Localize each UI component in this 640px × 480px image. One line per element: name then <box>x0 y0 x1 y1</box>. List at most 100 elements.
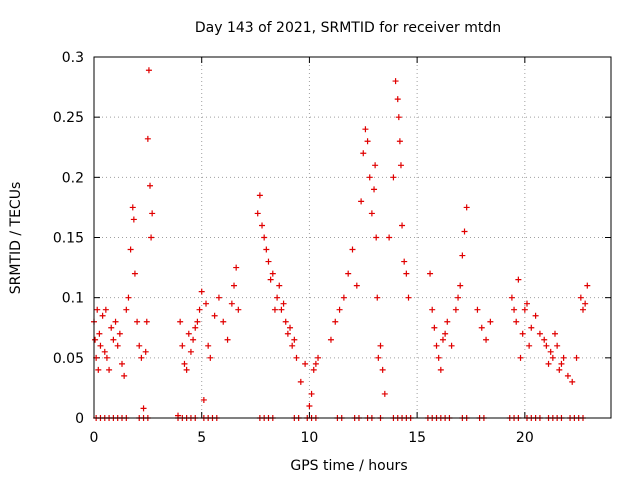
data-point <box>282 318 289 325</box>
data-point <box>297 378 304 385</box>
data-point <box>179 342 186 349</box>
data-point <box>265 258 272 265</box>
data-point <box>276 282 283 289</box>
data-point <box>528 324 535 331</box>
data-point <box>556 366 563 373</box>
data-point <box>392 78 399 85</box>
data-point <box>200 396 207 403</box>
data-point <box>289 342 296 349</box>
data-point <box>474 306 481 313</box>
data-point <box>399 222 406 229</box>
data-point <box>461 228 468 235</box>
data-point <box>261 234 268 241</box>
data-point <box>487 318 494 325</box>
data-point <box>123 306 130 313</box>
data-point <box>332 318 339 325</box>
data-point <box>396 138 403 145</box>
grid-lines <box>94 57 611 418</box>
data-point <box>360 150 367 157</box>
data-points <box>91 67 591 421</box>
x-tick-label: 15 <box>408 430 426 446</box>
data-point <box>532 312 539 319</box>
data-point <box>435 354 442 361</box>
data-point <box>256 192 263 199</box>
data-point <box>121 372 128 379</box>
data-point <box>228 300 235 307</box>
data-point <box>427 270 434 277</box>
data-point <box>127 246 134 253</box>
data-point <box>521 306 528 313</box>
data-point <box>353 282 360 289</box>
data-point <box>452 306 459 313</box>
data-point <box>523 300 530 307</box>
data-point <box>145 67 152 74</box>
data-point <box>183 366 190 373</box>
data-point <box>541 336 548 343</box>
data-point <box>211 312 218 319</box>
data-point <box>549 354 556 361</box>
data-point <box>185 330 192 337</box>
data-point <box>144 135 151 142</box>
data-point <box>254 210 261 217</box>
data-point <box>312 360 319 367</box>
data-point <box>315 354 322 361</box>
data-point <box>233 264 240 271</box>
data-point <box>143 318 150 325</box>
data-point <box>433 342 440 349</box>
data-point <box>140 405 147 412</box>
data-point <box>280 300 287 307</box>
data-point <box>142 348 149 355</box>
data-point <box>577 294 584 301</box>
data-point <box>196 306 203 313</box>
data-point <box>220 318 227 325</box>
data-point <box>431 324 438 331</box>
data-point <box>114 342 121 349</box>
data-point <box>235 306 242 313</box>
data-point <box>95 366 102 373</box>
data-point <box>269 270 276 277</box>
data-point <box>368 210 375 217</box>
data-point <box>545 360 552 367</box>
data-point <box>444 318 451 325</box>
data-point <box>519 330 526 337</box>
data-point <box>194 318 201 325</box>
data-point <box>439 336 446 343</box>
data-point <box>457 282 464 289</box>
data-point <box>374 294 381 301</box>
data-point <box>112 318 119 325</box>
y-tick-label: 0.15 <box>53 231 84 247</box>
data-point <box>310 366 317 373</box>
data-point <box>573 354 580 361</box>
data-point <box>287 324 294 331</box>
data-point <box>478 324 485 331</box>
data-point <box>116 330 123 337</box>
data-point <box>366 174 373 181</box>
axis-ticks: 0 0.05 0.1 0.15 0.2 0.25 0.3 0 5 10 15 20 <box>53 50 611 446</box>
x-tick-label: 0 <box>90 430 99 446</box>
data-point <box>397 162 404 169</box>
data-point <box>181 360 188 367</box>
data-point <box>129 204 136 211</box>
data-point <box>375 354 382 361</box>
data-point <box>130 216 137 223</box>
data-point <box>267 276 274 283</box>
data-point <box>102 306 109 313</box>
data-point <box>364 138 371 145</box>
data-point <box>381 390 388 397</box>
y-tick-label: 0.05 <box>53 351 84 367</box>
data-point <box>401 258 408 265</box>
data-point <box>349 246 356 253</box>
data-point <box>94 306 101 313</box>
data-point <box>92 336 99 343</box>
data-point <box>508 294 515 301</box>
data-point <box>125 294 132 301</box>
data-point <box>192 324 199 331</box>
data-point <box>263 246 270 253</box>
plot-frame <box>93 56 612 419</box>
data-point <box>442 330 449 337</box>
data-point <box>215 294 222 301</box>
data-point <box>517 354 524 361</box>
x-axis-label: GPS time / hours <box>290 458 407 474</box>
y-tick-label: 0.25 <box>53 110 84 126</box>
data-point <box>274 294 281 301</box>
